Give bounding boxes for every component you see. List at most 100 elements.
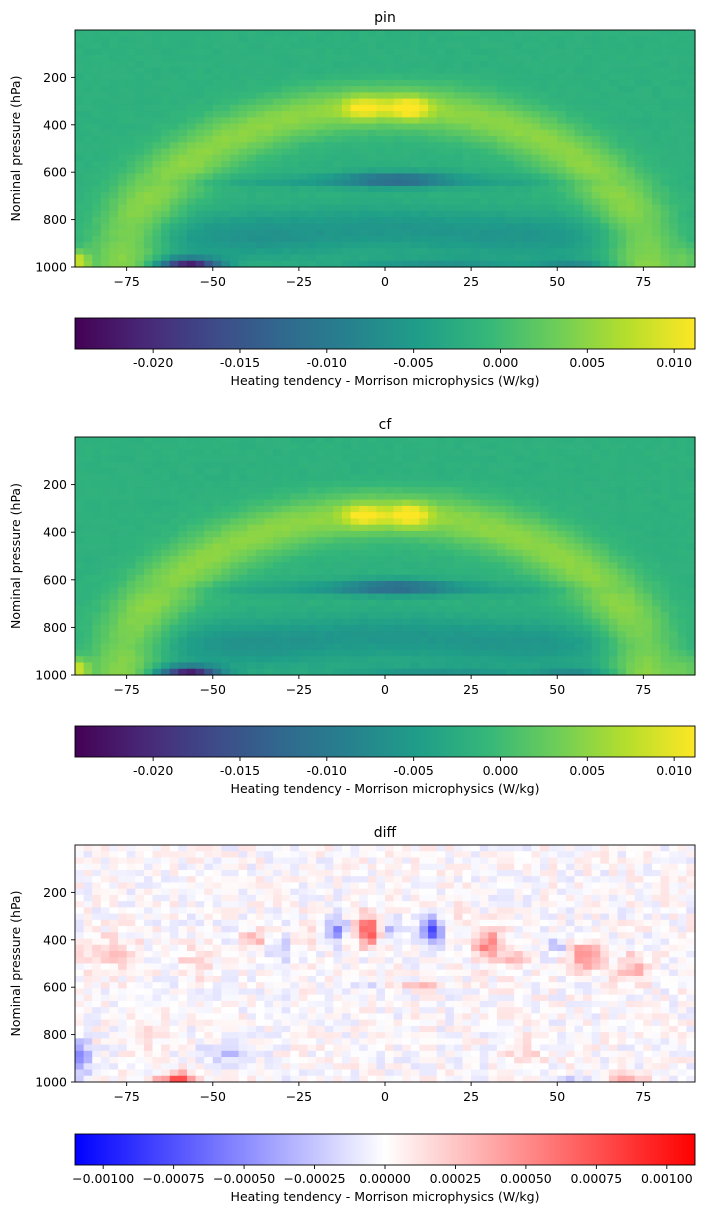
heatmap-cell xyxy=(643,73,653,81)
heatmap-cell xyxy=(591,86,601,93)
heatmap-cell xyxy=(686,468,696,476)
heatmap-cell xyxy=(608,537,619,545)
heatmap-cell xyxy=(479,530,489,538)
heatmap-cell xyxy=(428,624,438,632)
heatmap-cell xyxy=(359,192,369,199)
heatmap-cell xyxy=(608,242,619,249)
heatmap-cell xyxy=(350,462,360,469)
heatmap-cell xyxy=(565,543,576,551)
heatmap-cell xyxy=(324,129,334,137)
heatmap-cell xyxy=(290,111,300,118)
heatmap-cell xyxy=(204,624,214,632)
heatmap-cell xyxy=(264,562,274,570)
heatmap-cell xyxy=(402,537,412,545)
heatmap-cell xyxy=(548,248,558,256)
heatmap-cell xyxy=(557,468,567,476)
heatmap-cell xyxy=(574,512,584,520)
heatmap-cell xyxy=(307,260,317,268)
heatmap-cell xyxy=(324,587,334,595)
heatmap-cell xyxy=(643,524,653,532)
heatmap-cell xyxy=(617,179,627,187)
heatmap-cell xyxy=(324,192,334,199)
heatmap-cell xyxy=(608,229,619,237)
heatmap-cell xyxy=(376,624,386,632)
heatmap-cell xyxy=(479,173,489,181)
heatmap-cell xyxy=(608,223,619,231)
heatmap-cell xyxy=(479,612,489,620)
heatmap-cell xyxy=(669,92,679,100)
heatmap-cell xyxy=(169,543,179,551)
heatmap-cell xyxy=(307,67,317,75)
heatmap-cell xyxy=(496,111,507,118)
heatmap-cell xyxy=(677,480,687,488)
heatmap-cell xyxy=(376,499,386,507)
heatmap-cell xyxy=(540,505,550,513)
heatmap-cell xyxy=(634,148,644,156)
heatmap-cell xyxy=(445,530,455,538)
heatmap-cell xyxy=(281,92,291,100)
heatmap-cell xyxy=(178,437,188,444)
heatmap-cell xyxy=(626,142,636,150)
heatmap-cell xyxy=(298,524,309,532)
heatmap-cell xyxy=(574,562,584,570)
heatmap-cell xyxy=(686,618,696,626)
heatmap-cell xyxy=(514,455,524,463)
heatmap-cell xyxy=(212,443,222,451)
heatmap-cell xyxy=(186,556,197,563)
heatmap-cell xyxy=(367,117,377,125)
heatmap-cell xyxy=(445,129,455,137)
heatmap-cell xyxy=(118,111,128,118)
heatmap-cell xyxy=(471,229,481,237)
heatmap-cell xyxy=(591,556,601,563)
heatmap-cell xyxy=(583,254,593,262)
heatmap-cell xyxy=(505,606,515,613)
heatmap-cell xyxy=(471,449,481,457)
heatmap-cell xyxy=(230,210,240,218)
heatmap-cell xyxy=(290,593,300,601)
heatmap-cell xyxy=(402,192,412,199)
heatmap-cell xyxy=(651,235,662,243)
heatmap-cell xyxy=(514,480,524,488)
heatmap-cell xyxy=(385,30,395,37)
heatmap-cell xyxy=(428,606,438,613)
heatmap-cell xyxy=(238,543,248,551)
heatmap-cell xyxy=(307,61,317,69)
heatmap-cell xyxy=(230,562,240,570)
heatmap-cell xyxy=(617,524,627,532)
heatmap-cell xyxy=(324,618,334,626)
heatmap-cell xyxy=(204,86,214,93)
heatmap-cell xyxy=(677,204,687,212)
heatmap-cell xyxy=(126,493,136,501)
heatmap-cell xyxy=(169,524,179,532)
heatmap-cell xyxy=(83,537,93,545)
heatmap-cell xyxy=(169,474,179,482)
heatmap-cell xyxy=(522,79,532,87)
heatmap-cell xyxy=(100,518,111,526)
heatmap-cell xyxy=(643,142,653,150)
heatmap-cell xyxy=(436,198,446,206)
heatmap-cell xyxy=(169,104,179,112)
heatmap-cell xyxy=(75,136,85,143)
heatmap-cell xyxy=(341,229,352,237)
heatmap-cell xyxy=(118,42,128,50)
heatmap-cell xyxy=(488,618,498,626)
heatmap-cell xyxy=(135,223,145,231)
heatmap-cell xyxy=(100,480,111,488)
heatmap-cell xyxy=(651,455,662,463)
heatmap-cell xyxy=(445,79,455,87)
heatmap-cell xyxy=(161,54,171,62)
heatmap-cell xyxy=(393,210,403,218)
heatmap-cell xyxy=(565,167,576,175)
heatmap-cell xyxy=(264,86,274,93)
heatmap-cell xyxy=(686,30,696,37)
heatmap-cell xyxy=(557,185,567,193)
heatmap-cell xyxy=(264,242,274,249)
heatmap-cell xyxy=(230,518,240,526)
heatmap-cell xyxy=(600,599,610,607)
heatmap-cell xyxy=(238,593,248,601)
heatmap-cell xyxy=(677,217,687,224)
heatmap-cell xyxy=(505,48,515,56)
heatmap-cell xyxy=(385,574,395,582)
heatmap-cell xyxy=(565,505,576,513)
heatmap-cell xyxy=(479,480,489,488)
